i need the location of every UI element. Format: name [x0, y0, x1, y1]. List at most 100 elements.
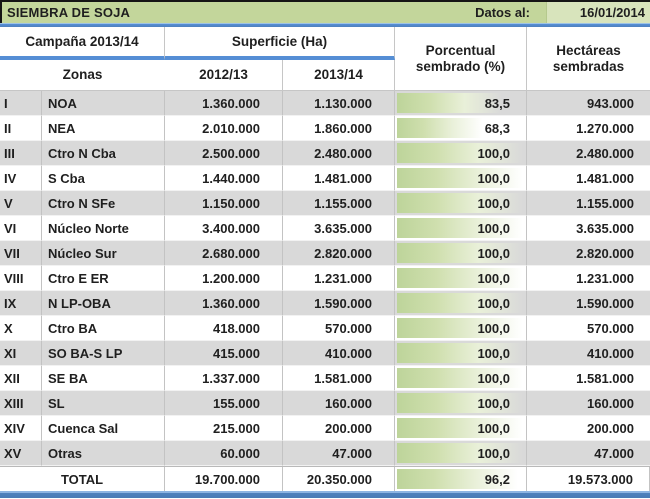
- superficie-2013-cell[interactable]: 1.481.000: [283, 166, 395, 191]
- zone-name-cell[interactable]: Cuenca Sal: [42, 416, 165, 441]
- total-superficie-2012-cell[interactable]: 19.700.000: [165, 467, 283, 491]
- percent-cell[interactable]: 100,0: [395, 141, 527, 166]
- zone-number-cell[interactable]: VII: [0, 241, 42, 266]
- zone-number-cell[interactable]: I: [0, 91, 42, 116]
- hectares-cell[interactable]: 1.231.000: [527, 266, 650, 291]
- superficie-2012-cell[interactable]: 1.360.000: [165, 91, 283, 116]
- percent-cell[interactable]: 100,0: [395, 241, 527, 266]
- zone-number-cell[interactable]: X: [0, 316, 42, 341]
- percent-cell[interactable]: 100,0: [395, 316, 527, 341]
- superficie-2013-cell[interactable]: 410.000: [283, 341, 395, 366]
- superficie-2013-cell[interactable]: 570.000: [283, 316, 395, 341]
- zone-name-cell[interactable]: SE BA: [42, 366, 165, 391]
- percent-cell[interactable]: 100,0: [395, 416, 527, 441]
- total-hectares-cell[interactable]: 19.573.000: [527, 467, 650, 491]
- zone-name-cell[interactable]: Ctro N Cba: [42, 141, 165, 166]
- zone-number-cell[interactable]: XV: [0, 441, 42, 466]
- superficie-2012-cell[interactable]: 60.000: [165, 441, 283, 466]
- zone-number-cell[interactable]: XIV: [0, 416, 42, 441]
- superficie-2012-cell[interactable]: 155.000: [165, 391, 283, 416]
- hectares-cell[interactable]: 160.000: [527, 391, 650, 416]
- header-hectares-planted[interactable]: Hectáreas sembradas: [527, 27, 650, 90]
- zone-name-cell[interactable]: SO BA-S LP: [42, 341, 165, 366]
- zone-name-cell[interactable]: Ctro E ER: [42, 266, 165, 291]
- header-percent-planted[interactable]: Porcentual sembrado (%): [395, 27, 527, 90]
- zone-name-cell[interactable]: Ctro BA: [42, 316, 165, 341]
- superficie-2012-cell[interactable]: 1.150.000: [165, 191, 283, 216]
- superficie-2012-cell[interactable]: 1.337.000: [165, 366, 283, 391]
- zone-number-cell[interactable]: III: [0, 141, 42, 166]
- superficie-2013-cell[interactable]: 2.480.000: [283, 141, 395, 166]
- superficie-2013-cell[interactable]: 1.581.000: [283, 366, 395, 391]
- zone-name-cell[interactable]: NOA: [42, 91, 165, 116]
- hectares-cell[interactable]: 2.480.000: [527, 141, 650, 166]
- zone-number-cell[interactable]: VIII: [0, 266, 42, 291]
- percent-cell[interactable]: 100,0: [395, 216, 527, 241]
- hectares-cell[interactable]: 943.000: [527, 91, 650, 116]
- hectares-cell[interactable]: 1.155.000: [527, 191, 650, 216]
- zone-number-cell[interactable]: IX: [0, 291, 42, 316]
- superficie-2013-cell[interactable]: 1.155.000: [283, 191, 395, 216]
- superficie-2012-cell[interactable]: 1.360.000: [165, 291, 283, 316]
- superficie-2012-cell[interactable]: 415.000: [165, 341, 283, 366]
- header-season-2012-13[interactable]: 2012/13: [165, 60, 283, 90]
- header-season-2013-14[interactable]: 2013/14: [283, 60, 395, 90]
- percent-cell[interactable]: 100,0: [395, 266, 527, 291]
- zone-name-cell[interactable]: S Cba: [42, 166, 165, 191]
- hectares-cell[interactable]: 1.270.000: [527, 116, 650, 141]
- hectares-cell[interactable]: 1.481.000: [527, 166, 650, 191]
- superficie-2013-cell[interactable]: 2.820.000: [283, 241, 395, 266]
- percent-cell[interactable]: 100,0: [395, 191, 527, 216]
- zone-number-cell[interactable]: XII: [0, 366, 42, 391]
- hectares-cell[interactable]: 3.635.000: [527, 216, 650, 241]
- zone-name-cell[interactable]: Ctro N SFe: [42, 191, 165, 216]
- zone-number-cell[interactable]: II: [0, 116, 42, 141]
- superficie-2013-cell[interactable]: 1.231.000: [283, 266, 395, 291]
- zone-number-cell[interactable]: XI: [0, 341, 42, 366]
- hectares-cell[interactable]: 1.590.000: [527, 291, 650, 316]
- zone-number-cell[interactable]: XIII: [0, 391, 42, 416]
- hectares-cell[interactable]: 2.820.000: [527, 241, 650, 266]
- superficie-2012-cell[interactable]: 2.010.000: [165, 116, 283, 141]
- superficie-2012-cell[interactable]: 1.200.000: [165, 266, 283, 291]
- percent-cell[interactable]: 100,0: [395, 391, 527, 416]
- zone-number-cell[interactable]: IV: [0, 166, 42, 191]
- total-superficie-2013-cell[interactable]: 20.350.000: [283, 467, 395, 491]
- total-label-cell[interactable]: TOTAL: [0, 467, 165, 491]
- zone-number-cell[interactable]: V: [0, 191, 42, 216]
- header-campaign[interactable]: Campaña 2013/14: [0, 27, 165, 60]
- percent-cell[interactable]: 100,0: [395, 341, 527, 366]
- percent-cell[interactable]: 100,0: [395, 166, 527, 191]
- date-value-cell[interactable]: 16/01/2014: [546, 2, 650, 23]
- superficie-2012-cell[interactable]: 418.000: [165, 316, 283, 341]
- zone-name-cell[interactable]: N LP-OBA: [42, 291, 165, 316]
- superficie-2013-cell[interactable]: 3.635.000: [283, 216, 395, 241]
- hectares-cell[interactable]: 570.000: [527, 316, 650, 341]
- percent-cell[interactable]: 100,0: [395, 366, 527, 391]
- hectares-cell[interactable]: 410.000: [527, 341, 650, 366]
- zone-name-cell[interactable]: NEA: [42, 116, 165, 141]
- header-zones[interactable]: Zonas: [62, 67, 103, 83]
- zone-number-cell[interactable]: VI: [0, 216, 42, 241]
- superficie-2013-cell[interactable]: 200.000: [283, 416, 395, 441]
- percent-cell[interactable]: 83,5: [395, 91, 527, 116]
- superficie-2012-cell[interactable]: 1.440.000: [165, 166, 283, 191]
- hectares-cell[interactable]: 1.581.000: [527, 366, 650, 391]
- hectares-cell[interactable]: 200.000: [527, 416, 650, 441]
- zone-name-cell[interactable]: Núcleo Norte: [42, 216, 165, 241]
- superficie-2012-cell[interactable]: 3.400.000: [165, 216, 283, 241]
- superficie-2013-cell[interactable]: 1.130.000: [283, 91, 395, 116]
- header-surface[interactable]: Superficie (Ha): [165, 27, 395, 60]
- zone-name-cell[interactable]: SL: [42, 391, 165, 416]
- superficie-2013-cell[interactable]: 1.860.000: [283, 116, 395, 141]
- superficie-2013-cell[interactable]: 160.000: [283, 391, 395, 416]
- total-percent-cell[interactable]: 96,2: [395, 467, 527, 491]
- percent-cell[interactable]: 100,0: [395, 441, 527, 466]
- superficie-2012-cell[interactable]: 215.000: [165, 416, 283, 441]
- superficie-2013-cell[interactable]: 1.590.000: [283, 291, 395, 316]
- superficie-2012-cell[interactable]: 2.680.000: [165, 241, 283, 266]
- zone-name-cell[interactable]: Otras: [42, 441, 165, 466]
- superficie-2013-cell[interactable]: 47.000: [283, 441, 395, 466]
- percent-cell[interactable]: 68,3: [395, 116, 527, 141]
- hectares-cell[interactable]: 47.000: [527, 441, 650, 466]
